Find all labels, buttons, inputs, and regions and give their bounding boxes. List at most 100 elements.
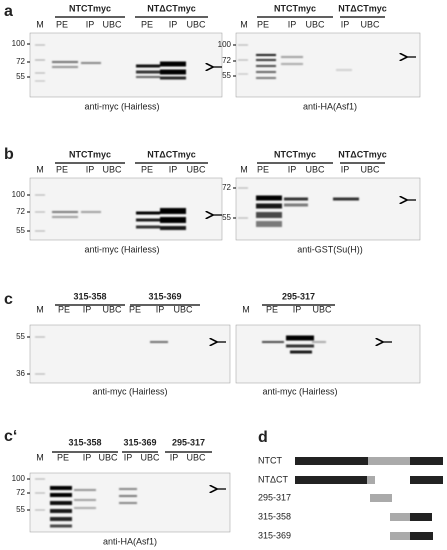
- band: [333, 197, 359, 201]
- band: [284, 197, 308, 201]
- construct-label: 295-317: [258, 492, 291, 502]
- lane-label: UBC: [360, 19, 380, 29]
- marker-label: 72: [16, 57, 25, 66]
- group-label: NTΔCTmyc: [338, 149, 386, 159]
- band: [35, 59, 45, 61]
- band: [74, 489, 96, 491]
- lane-label: IP: [169, 19, 178, 29]
- lane-label: PE: [257, 19, 269, 29]
- lane-label: M: [36, 304, 44, 314]
- marker-label: 55: [16, 332, 25, 341]
- construct-segment: [367, 476, 375, 484]
- lane-label: M: [240, 164, 248, 174]
- band: [238, 44, 248, 46]
- blot-image: [235, 324, 421, 384]
- lane-label: UBC: [140, 452, 160, 462]
- band: [35, 72, 45, 74]
- lane-label: PE: [56, 164, 68, 174]
- construct-segment: [368, 457, 410, 465]
- construct-segment: [410, 513, 432, 521]
- group-label: NTCTmyc: [69, 149, 111, 159]
- group-label: 295-317: [282, 291, 315, 301]
- band: [160, 76, 186, 80]
- band: [52, 61, 78, 63]
- band: [81, 62, 101, 64]
- group-label: 295-317: [172, 437, 205, 447]
- band: [150, 341, 168, 343]
- group-label: NTΔCTmyc: [147, 3, 195, 13]
- band: [81, 211, 101, 213]
- lane-label: PE: [141, 19, 153, 29]
- band: [35, 492, 45, 494]
- panel-letter: a: [4, 3, 13, 20]
- marker-label: 100: [218, 40, 232, 49]
- blot-image: [235, 177, 421, 241]
- band: [35, 194, 45, 196]
- construct-segment: [390, 513, 410, 521]
- band: [52, 216, 78, 218]
- lane-label: UBC: [98, 452, 118, 462]
- construct-label: NTΔCT: [258, 474, 289, 484]
- group-label: NTCTmyc: [274, 149, 316, 159]
- band: [50, 517, 72, 521]
- marker-label: 72: [16, 488, 25, 497]
- band: [50, 501, 72, 505]
- band: [284, 203, 308, 207]
- group-label: 315-369: [148, 291, 181, 301]
- caption: anti-myc (Hairless): [92, 386, 167, 396]
- lane-label: PE: [129, 304, 141, 314]
- marker-label: 100: [12, 190, 26, 199]
- panel-letter: c‘: [4, 428, 17, 445]
- lane-label: IP: [83, 452, 92, 462]
- lane-label: UBC: [186, 164, 206, 174]
- group-label: NTΔCTmyc: [338, 3, 386, 13]
- construct-segment: [410, 532, 433, 540]
- band: [136, 211, 160, 215]
- lane-label: UBC: [305, 164, 325, 174]
- lane-label: UBC: [186, 452, 206, 462]
- construct-segment: [410, 476, 443, 484]
- bands: [35, 194, 186, 232]
- blot-image: [29, 177, 223, 241]
- lane-label: M: [240, 19, 248, 29]
- group-label: NTCTmyc: [274, 3, 316, 13]
- caption: anti-HA(Asf1): [103, 536, 157, 546]
- lane-label: UBC: [102, 19, 122, 29]
- marker-label: 55: [222, 71, 231, 80]
- band: [256, 195, 282, 201]
- band: [256, 54, 276, 56]
- marker-label: 100: [12, 474, 26, 483]
- construct-segment: [410, 457, 443, 465]
- caption: anti-HA(Asf1): [303, 101, 357, 111]
- lane-label: UBC: [102, 164, 122, 174]
- panel-letter: d: [258, 429, 268, 446]
- band: [35, 373, 45, 375]
- lane-label: UBC: [305, 19, 325, 29]
- band: [35, 80, 45, 82]
- band: [160, 69, 186, 75]
- band: [286, 344, 314, 348]
- marker-label: 72: [222, 183, 231, 192]
- band: [281, 56, 303, 58]
- band: [35, 230, 45, 232]
- band: [52, 211, 78, 213]
- lane-label: PE: [56, 19, 68, 29]
- lane-label: IP: [156, 304, 165, 314]
- band: [136, 76, 160, 78]
- lane-label: UBC: [312, 304, 332, 314]
- construct-label: 315-358: [258, 511, 291, 521]
- band: [262, 341, 284, 343]
- band: [136, 225, 160, 229]
- caption: anti-myc (Hairless): [84, 244, 159, 254]
- band: [35, 44, 45, 46]
- construct-label: NTCT: [258, 455, 282, 465]
- lane-label: IP: [169, 164, 178, 174]
- band: [119, 502, 137, 504]
- band: [136, 64, 160, 68]
- caption: anti-myc (Hairless): [84, 101, 159, 111]
- lane-label: IP: [341, 164, 350, 174]
- lane-label: M: [36, 19, 44, 29]
- band: [160, 208, 186, 214]
- band: [160, 217, 186, 223]
- band: [50, 509, 72, 513]
